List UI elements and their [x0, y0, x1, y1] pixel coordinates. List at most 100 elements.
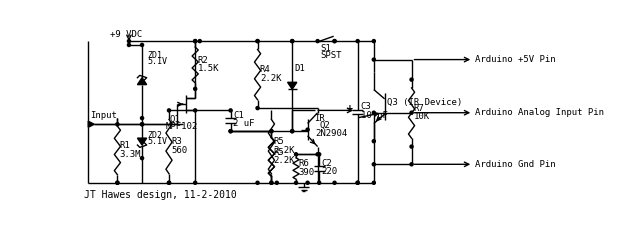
Text: SPST: SPST	[320, 51, 341, 60]
Circle shape	[306, 128, 309, 131]
Circle shape	[333, 39, 336, 43]
Circle shape	[270, 181, 273, 184]
Circle shape	[372, 181, 375, 184]
Circle shape	[229, 130, 232, 133]
Circle shape	[316, 153, 319, 156]
Text: 2 uF: 2 uF	[233, 119, 254, 128]
Text: C3: C3	[361, 102, 372, 111]
Circle shape	[141, 123, 144, 126]
Text: 560: 560	[171, 146, 187, 155]
Circle shape	[270, 130, 273, 133]
Circle shape	[141, 157, 144, 160]
Circle shape	[141, 116, 144, 120]
Text: 5.1V: 5.1V	[148, 137, 167, 146]
Circle shape	[316, 39, 319, 43]
Circle shape	[194, 39, 197, 43]
Circle shape	[372, 58, 375, 61]
Text: R7: R7	[414, 104, 425, 113]
Text: R6: R6	[298, 159, 309, 168]
Circle shape	[372, 39, 375, 43]
Circle shape	[167, 109, 170, 112]
Text: ZD1: ZD1	[148, 51, 162, 60]
Circle shape	[275, 181, 278, 184]
Circle shape	[127, 43, 131, 47]
Circle shape	[256, 39, 259, 43]
Circle shape	[141, 123, 144, 126]
Circle shape	[356, 181, 359, 184]
Text: 10K: 10K	[414, 112, 430, 121]
Circle shape	[194, 39, 197, 43]
Text: 2.2K: 2.2K	[274, 156, 295, 165]
Text: JT Hawes design, 11-2-2010: JT Hawes design, 11-2-2010	[85, 190, 237, 200]
Text: 2.2K: 2.2K	[260, 74, 281, 83]
Text: R5: R5	[274, 148, 285, 157]
Circle shape	[127, 39, 131, 43]
Text: D1: D1	[295, 64, 305, 73]
Circle shape	[295, 181, 298, 184]
Text: 10 uF: 10 uF	[361, 111, 387, 120]
Circle shape	[229, 130, 232, 133]
Text: Q2: Q2	[320, 121, 331, 130]
Circle shape	[410, 145, 413, 148]
Circle shape	[291, 39, 294, 43]
Text: +: +	[347, 103, 353, 113]
Circle shape	[317, 181, 321, 184]
Circle shape	[295, 153, 298, 156]
Circle shape	[410, 111, 413, 114]
Text: S1: S1	[320, 44, 331, 53]
Polygon shape	[288, 82, 297, 89]
Circle shape	[116, 123, 119, 126]
Text: Arduino +5V Pin: Arduino +5V Pin	[475, 55, 555, 64]
Text: 1.5K: 1.5K	[198, 64, 219, 73]
Circle shape	[317, 153, 321, 156]
Circle shape	[194, 181, 197, 184]
Circle shape	[256, 39, 259, 43]
Circle shape	[256, 106, 259, 110]
Circle shape	[291, 39, 294, 43]
Polygon shape	[138, 138, 146, 145]
Text: C1: C1	[233, 111, 244, 120]
Text: MPF102: MPF102	[165, 122, 198, 131]
Text: R5: R5	[274, 138, 285, 146]
Text: ZD2: ZD2	[148, 131, 162, 140]
Text: R2: R2	[198, 56, 208, 65]
Text: 220: 220	[321, 167, 338, 176]
Circle shape	[256, 181, 259, 184]
Polygon shape	[138, 78, 146, 85]
Circle shape	[356, 181, 359, 184]
Circle shape	[333, 181, 336, 184]
Circle shape	[141, 43, 144, 47]
Circle shape	[372, 163, 375, 166]
Text: Q1: Q1	[169, 115, 180, 124]
Circle shape	[291, 130, 294, 133]
Text: Q3 (IR Device): Q3 (IR Device)	[387, 98, 462, 107]
Text: R3: R3	[171, 138, 182, 146]
Text: +9 VDC: +9 VDC	[110, 30, 142, 39]
Circle shape	[270, 181, 273, 184]
Polygon shape	[88, 121, 94, 127]
Text: R1: R1	[119, 141, 130, 150]
Circle shape	[116, 181, 119, 184]
Text: Input: Input	[90, 111, 117, 120]
Circle shape	[291, 130, 294, 133]
Circle shape	[410, 163, 413, 166]
Circle shape	[194, 87, 197, 90]
Circle shape	[198, 39, 201, 43]
Circle shape	[270, 130, 273, 133]
Circle shape	[372, 111, 375, 114]
Circle shape	[167, 181, 170, 184]
Text: Arduino Analog Input Pin: Arduino Analog Input Pin	[475, 108, 604, 117]
Text: 2.2K: 2.2K	[274, 146, 295, 155]
Circle shape	[333, 39, 336, 43]
Circle shape	[372, 140, 375, 143]
Circle shape	[306, 181, 309, 184]
Circle shape	[410, 78, 413, 81]
Text: C2: C2	[321, 159, 332, 168]
Text: 390: 390	[298, 168, 314, 177]
Text: IR: IR	[314, 114, 324, 123]
Text: Arduino Gnd Pin: Arduino Gnd Pin	[475, 160, 555, 169]
Text: 2N2904: 2N2904	[316, 129, 348, 138]
Circle shape	[356, 39, 359, 43]
Text: R4: R4	[260, 65, 271, 74]
Circle shape	[229, 109, 232, 112]
